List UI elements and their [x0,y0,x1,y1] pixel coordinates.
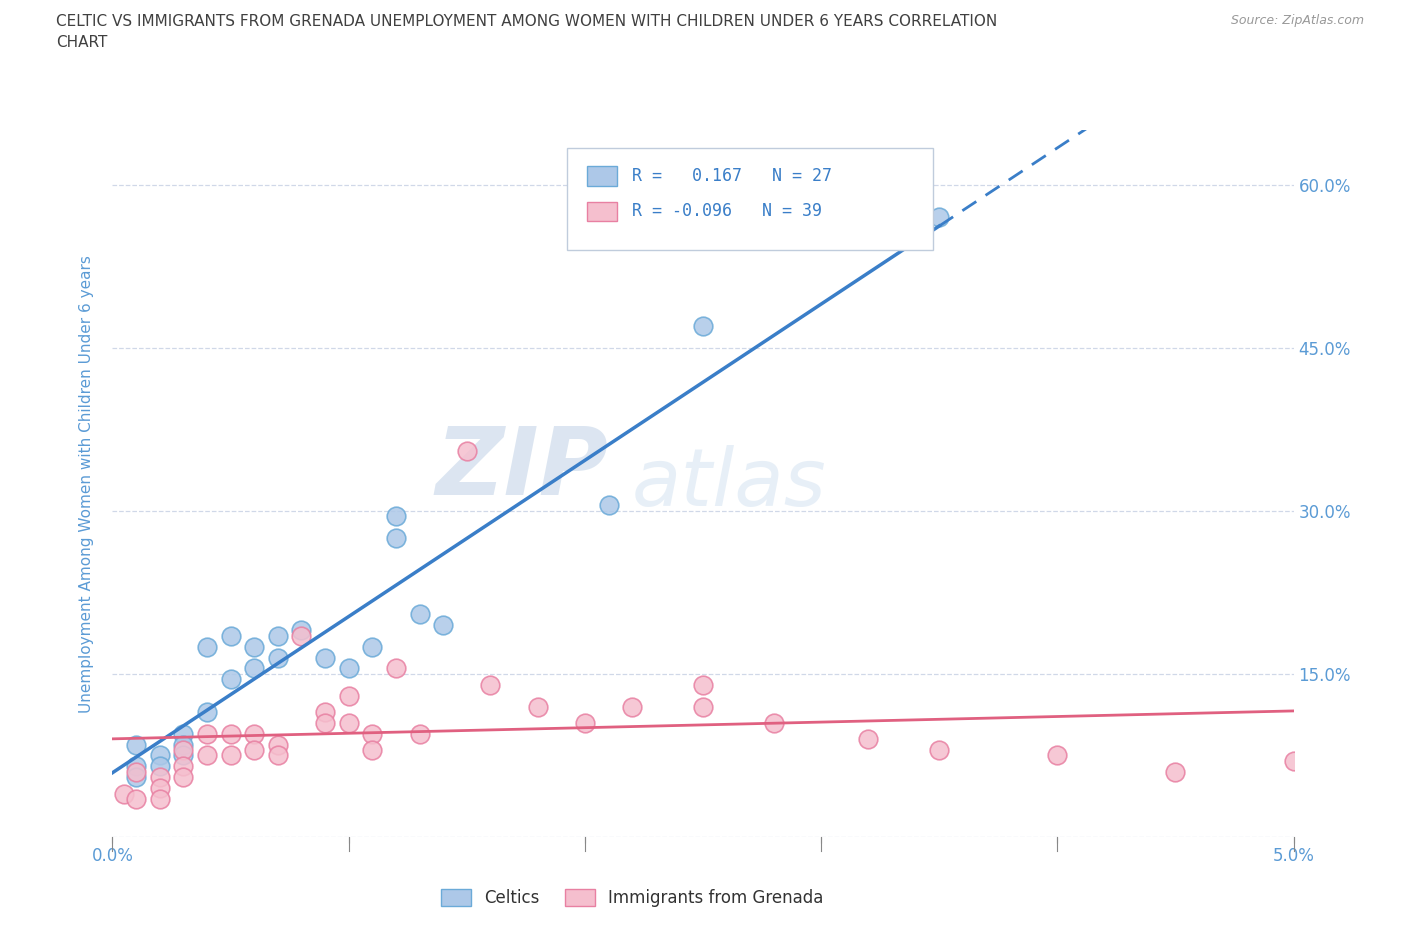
Point [337,661,360,676]
Point [290,623,312,638]
Point [314,650,336,665]
Point [149,748,172,763]
Point [385,661,408,676]
Bar [588,166,617,186]
Point [172,726,194,741]
Point [267,748,290,763]
Legend: Celtics, Immigrants from Grenada: Celtics, Immigrants from Grenada [434,882,830,913]
Point [243,726,266,741]
Point [1164,764,1187,779]
Point [243,742,266,757]
Point [172,748,194,763]
Point [762,715,785,730]
Point [267,629,290,644]
Point [1046,748,1069,763]
Point [456,444,478,458]
Text: ZIP: ZIP [436,423,609,515]
Point [172,742,194,757]
Point [432,618,454,632]
Point [928,742,950,757]
Point [314,705,336,720]
Point [149,759,172,774]
Text: atlas: atlas [633,445,827,523]
Point [385,530,408,545]
Point [337,688,360,703]
Point [243,639,266,654]
Point [125,764,148,779]
Text: R = -0.096   N = 39: R = -0.096 N = 39 [633,203,823,220]
Text: Source: ZipAtlas.com: Source: ZipAtlas.com [1230,14,1364,27]
Point [195,705,218,720]
Point [112,786,135,801]
Y-axis label: Unemployment Among Women with Children Under 6 years: Unemployment Among Women with Children U… [79,255,94,712]
Point [219,748,242,763]
Point [408,726,430,741]
Point [598,498,620,512]
Point [479,677,502,692]
Point [267,737,290,752]
Point [195,748,218,763]
Point [172,737,194,752]
Text: CELTIC VS IMMIGRANTS FROM GRENADA UNEMPLOYMENT AMONG WOMEN WITH CHILDREN UNDER 6: CELTIC VS IMMIGRANTS FROM GRENADA UNEMPL… [56,14,997,29]
Point [267,650,290,665]
Point [361,742,384,757]
Point [858,732,880,747]
Point [125,770,148,785]
Point [195,726,218,741]
Point [149,791,172,806]
Point [1282,753,1305,768]
Point [219,629,242,644]
Point [195,639,218,654]
Point [692,699,714,714]
Point [408,606,430,621]
Point [219,726,242,741]
Point [219,671,242,686]
Point [172,770,194,785]
Point [290,629,312,644]
Point [692,677,714,692]
Point [149,780,172,795]
Point [149,770,172,785]
Point [125,737,148,752]
Point [385,509,408,524]
Point [243,661,266,676]
FancyBboxPatch shape [567,148,934,250]
Point [337,715,360,730]
Text: R =   0.167   N = 27: R = 0.167 N = 27 [633,167,832,185]
Bar [588,202,617,221]
Point [526,699,548,714]
Point [928,210,950,225]
Point [574,715,596,730]
Point [361,639,384,654]
Point [361,726,384,741]
Text: CHART: CHART [56,35,108,50]
Point [314,715,336,730]
Point [125,791,148,806]
Point [692,318,714,333]
Point [125,759,148,774]
Point [621,699,644,714]
Point [172,759,194,774]
